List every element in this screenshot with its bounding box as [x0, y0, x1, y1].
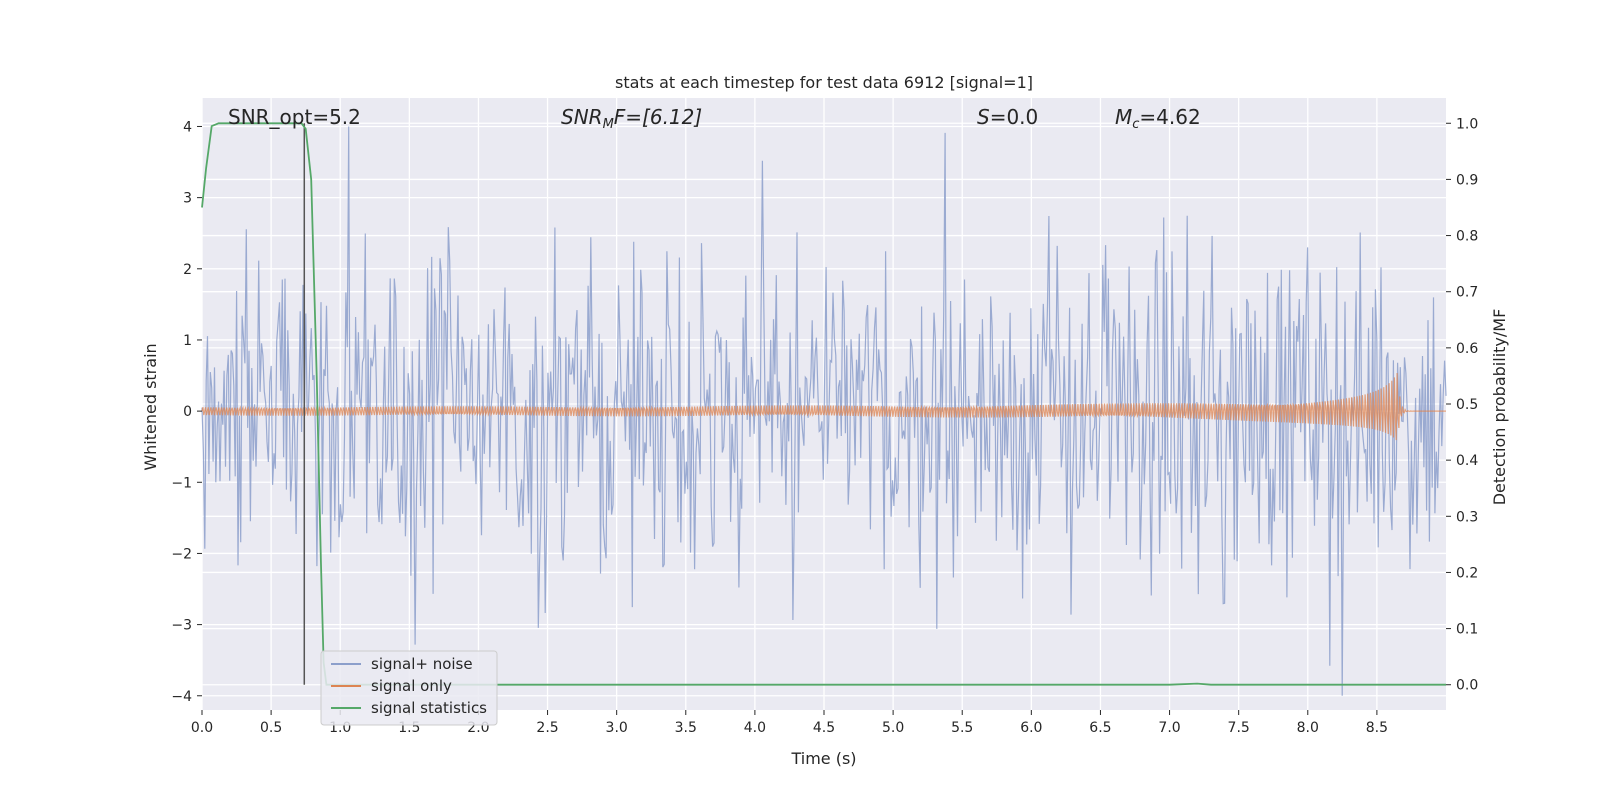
x-tick-label: 7.0	[1158, 720, 1180, 736]
chirp-line	[201, 372, 1446, 441]
x-tick-label: 4.5	[813, 720, 835, 736]
y-left-axis-label: Whitened strain	[141, 343, 160, 470]
x-tick-label: 8.5	[1366, 720, 1388, 736]
x-tick-label: 0.5	[260, 720, 282, 736]
y-right-tick-label: 0.2	[1456, 565, 1478, 581]
legend-label-signal-statistics: signal statistics	[371, 699, 487, 717]
annotation-mc: Mc=4.62	[1115, 105, 1201, 132]
y-left-tick-label: 1	[183, 333, 192, 349]
legend-label-signal-only: signal only	[371, 677, 452, 695]
y-left-tick-label: 0	[183, 404, 192, 420]
annotation-s: S=0.0	[977, 105, 1038, 129]
y-right-tick-label: 0.1	[1456, 622, 1478, 638]
x-axis-label: Time (s)	[790, 749, 856, 768]
x-tick-label: 3.5	[675, 720, 697, 736]
x-tick-label: 7.5	[1228, 720, 1250, 736]
y-right-tick-label: 1.0	[1456, 116, 1478, 132]
x-tick-label: 2.5	[536, 720, 558, 736]
y-right-tick-label: 0.4	[1456, 453, 1478, 469]
y-left-tick-label: −1	[171, 475, 192, 491]
x-tick-label: 8.0	[1297, 720, 1319, 736]
y-left-tick-label: −3	[171, 618, 192, 634]
y-right-tick-label: 0.5	[1456, 397, 1478, 413]
legend-label-signal-plus-noise: signal+ noise	[371, 655, 473, 673]
chart-title: stats at each timestep for test data 691…	[615, 73, 1033, 92]
x-tick-label: 6.5	[1089, 720, 1111, 736]
signal-statistics-series	[201, 122, 1446, 686]
statistics-line	[201, 122, 1446, 686]
y-right-tick-label: 0.8	[1456, 229, 1478, 245]
x-tick-label: 5.5	[951, 720, 973, 736]
x-tick-label: 5.0	[882, 720, 904, 736]
legend: signal+ noise signal only signal statist…	[320, 650, 498, 726]
y-left-tick-label: −2	[171, 546, 192, 562]
x-tick-label: 4.0	[744, 720, 766, 736]
y-right-tick-label: 0.9	[1456, 172, 1478, 188]
signal-only-series	[201, 372, 1446, 441]
y-left-tick-label: 2	[183, 262, 192, 278]
y-right-tick-label: 0.0	[1456, 678, 1478, 694]
legend-box	[320, 650, 498, 726]
y-left-tick-label: 3	[183, 191, 192, 207]
y-left-axis-ticks: 4 3 2 1 0 −1 −2 −3 −4	[171, 119, 202, 705]
x-tick-label: 3.0	[606, 720, 628, 736]
x-tick-label: 0.0	[191, 720, 213, 736]
x-tick-label: 6.0	[1020, 720, 1042, 736]
y-right-axis-label: Detection probability/MF	[1490, 309, 1509, 506]
x-axis-ticks: 0.0 0.5 1.0 1.5 2.0 2.5 3.0 3.5 4.0 4.5 5.0 5.5 6.0 6…	[191, 710, 1388, 736]
annotation-snr-mf: SNRMF=[6.12]	[561, 105, 702, 132]
y-right-tick-label: 0.6	[1456, 341, 1478, 357]
y-right-tick-label: 0.7	[1456, 285, 1478, 301]
y-right-axis-ticks: 1.0 0.9 0.8 0.7 0.6 0.5 0.4 0.3 0.2 0.1 0.0	[1446, 116, 1478, 694]
y-left-tick-label: 4	[183, 119, 192, 135]
annotation-snr-opt: SNR_opt=5.2	[228, 105, 361, 129]
y-right-tick-label: 0.3	[1456, 509, 1478, 525]
y-left-tick-label: −4	[171, 689, 192, 705]
